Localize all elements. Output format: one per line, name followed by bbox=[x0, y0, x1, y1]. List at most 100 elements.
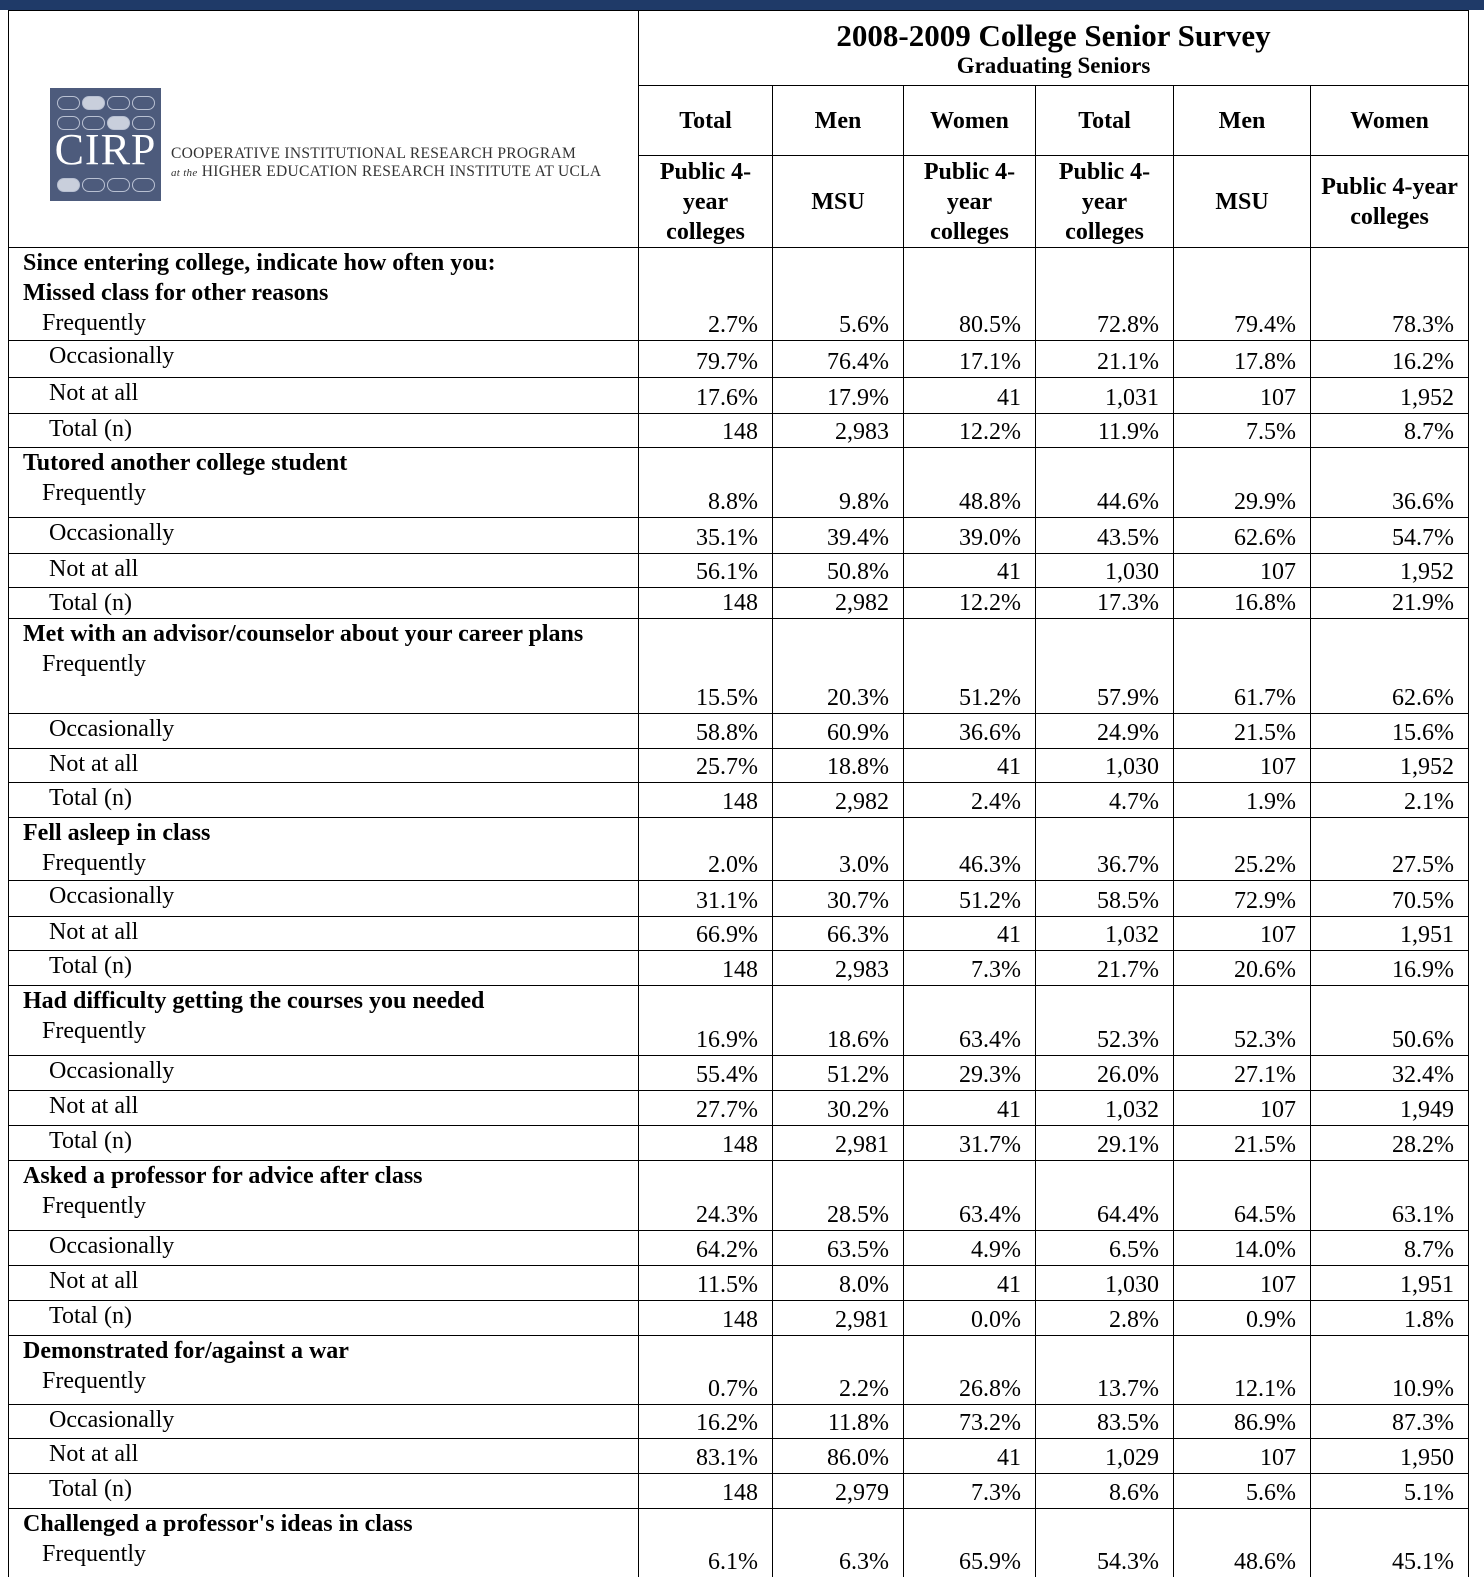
comparison-header: MSU bbox=[1173, 155, 1311, 248]
row-label-cell: Not at all bbox=[8, 1265, 639, 1301]
data-row: Since entering college, indicate how oft… bbox=[8, 247, 1470, 341]
value-cell: 1,032 bbox=[1035, 1090, 1174, 1126]
row-label-cell: Occasionally bbox=[8, 1230, 639, 1266]
row-label: Frequently bbox=[42, 651, 146, 677]
row-label: Not at all bbox=[49, 556, 139, 582]
value-cell: 107 bbox=[1173, 916, 1311, 951]
row-label-cell: Occasionally bbox=[8, 880, 639, 917]
value-cell: 29.1% bbox=[1035, 1125, 1174, 1161]
row-label: Total (n) bbox=[49, 785, 132, 811]
value-cell: 64.2% bbox=[638, 1230, 773, 1266]
value-cell: 2.2% bbox=[772, 1335, 904, 1405]
row-label-cell: Fell asleep in class Frequently bbox=[8, 817, 639, 881]
row-label: Total (n) bbox=[49, 1303, 132, 1329]
logo-prefix: at the bbox=[171, 167, 198, 179]
row-label: Occasionally bbox=[49, 1233, 175, 1259]
data-row: Occasionally 35.1% 39.4% 39.0% 43.5% 62.6% 54.… bbox=[8, 517, 1470, 554]
value-cell: 73.2% bbox=[903, 1404, 1036, 1439]
value-cell: 63.4% bbox=[903, 985, 1036, 1056]
value-cell: 6.1% bbox=[638, 1508, 773, 1577]
data-row: Demonstrated for/against a war Frequently… bbox=[8, 1335, 1470, 1405]
value-cell: 17.8% bbox=[1173, 340, 1311, 378]
logo-line: at the HIGHER EDUCATION RESEARCH INSTITU… bbox=[171, 157, 601, 188]
row-label-cell: Total (n) bbox=[8, 413, 639, 448]
value-cell: 4.9% bbox=[903, 1230, 1036, 1266]
value-cell: 21.1% bbox=[1035, 340, 1174, 378]
value-cell: 51.2% bbox=[903, 618, 1036, 714]
value-cell: 26.0% bbox=[1035, 1055, 1174, 1091]
value-cell: 107 bbox=[1173, 553, 1311, 588]
value-cell: 148 bbox=[638, 1473, 773, 1509]
value-cell: 58.8% bbox=[638, 713, 773, 749]
value-cell: 79.4% bbox=[1173, 247, 1311, 341]
value-cell: 21.5% bbox=[1173, 1125, 1311, 1161]
row-label-cell: Since entering college, indicate how oft… bbox=[8, 247, 639, 341]
value-cell: 2,979 bbox=[772, 1473, 904, 1509]
value-cell: 17.9% bbox=[772, 377, 904, 414]
value-cell: 1,030 bbox=[1035, 1265, 1174, 1301]
comparison-header: MSU bbox=[772, 155, 904, 248]
value-cell: 72.9% bbox=[1173, 880, 1311, 917]
row-label-cell: Total (n) bbox=[8, 587, 639, 619]
value-cell: 0.7% bbox=[638, 1335, 773, 1405]
value-cell: 1,952 bbox=[1309, 748, 1470, 783]
value-cell: 48.8% bbox=[903, 447, 1036, 518]
row-label: Total (n) bbox=[49, 590, 132, 616]
title-cell: 2008-2009 College Senior Survey Graduati… bbox=[637, 10, 1470, 86]
value-cell: 32.4% bbox=[1309, 1055, 1470, 1091]
group-header: Total bbox=[1035, 85, 1174, 156]
value-cell: 61.7% bbox=[1173, 618, 1311, 714]
comparison-header: Public 4- year colleges bbox=[1035, 155, 1174, 248]
value-cell: 1,951 bbox=[1309, 1265, 1470, 1301]
value-cell: 64.5% bbox=[1173, 1160, 1311, 1231]
value-cell: 20.6% bbox=[1173, 950, 1311, 986]
row-label-cell: Not at all bbox=[8, 377, 639, 414]
value-cell: 55.4% bbox=[638, 1055, 773, 1091]
value-cell: 83.1% bbox=[638, 1438, 773, 1474]
value-cell: 2,981 bbox=[772, 1125, 904, 1161]
row-label: Frequently bbox=[42, 310, 146, 336]
row-label: Frequently bbox=[42, 850, 146, 876]
value-cell: 39.0% bbox=[903, 517, 1036, 554]
row-label: Frequently bbox=[42, 1541, 146, 1567]
data-row: Challenged a professor's ideas in class F… bbox=[8, 1508, 1470, 1577]
section-title: Demonstrated for/against a war bbox=[23, 1338, 349, 1364]
value-cell: 21.9% bbox=[1309, 587, 1470, 619]
row-label-cell: Total (n) bbox=[8, 782, 639, 818]
value-cell: 17.6% bbox=[638, 377, 773, 414]
row-label-cell: Total (n) bbox=[8, 1300, 639, 1336]
row-label-cell: Occasionally bbox=[8, 1055, 639, 1091]
logo-cell: CIRP COOPERATIVE INSTITUTIONAL RESEARCH … bbox=[8, 10, 639, 248]
value-cell: 25.2% bbox=[1173, 817, 1311, 881]
row-label-cell: Occasionally bbox=[8, 713, 639, 749]
value-cell: 48.6% bbox=[1173, 1508, 1311, 1577]
data-row: Total (n) 148 2,979 7.3% 8.6% 5.6% 5.1% bbox=[8, 1473, 1470, 1509]
data-row: Not at all 17.6% 17.9% 41 1,031 107 1,952 bbox=[8, 377, 1470, 414]
data-row: Had difficulty getting the courses you n… bbox=[8, 985, 1470, 1056]
value-cell: 1,029 bbox=[1035, 1438, 1174, 1474]
group-header: Women bbox=[1309, 85, 1470, 156]
value-cell: 52.3% bbox=[1035, 985, 1174, 1056]
value-cell: 17.1% bbox=[903, 340, 1036, 378]
data-row: Occasionally 16.2% 11.8% 73.2% 83.5% 86.9% 87.… bbox=[8, 1404, 1470, 1439]
logo-dot bbox=[57, 96, 80, 110]
value-cell: 29.3% bbox=[903, 1055, 1036, 1091]
value-cell: 2.0% bbox=[638, 817, 773, 881]
comparison-header: Public 4-year colleges bbox=[638, 155, 773, 248]
value-cell: 50.6% bbox=[1309, 985, 1470, 1056]
data-row: Not at all 11.5% 8.0% 41 1,030 107 1,951 bbox=[8, 1265, 1470, 1301]
value-cell: 13.7% bbox=[1035, 1335, 1174, 1405]
logo: CIRP COOPERATIVE INSTITUTIONAL RESEARCH … bbox=[10, 15, 638, 243]
value-cell: 51.2% bbox=[903, 880, 1036, 917]
value-cell: 21.7% bbox=[1035, 950, 1174, 986]
value-cell: 52.3% bbox=[1173, 985, 1311, 1056]
logo-dot bbox=[82, 116, 105, 130]
logo-line-text: HIGHER EDUCATION RESEARCH INSTITUTE AT U… bbox=[201, 163, 602, 180]
logo-dot bbox=[132, 96, 155, 110]
row-label-cell: Occasionally bbox=[8, 1404, 639, 1439]
value-cell: 62.6% bbox=[1309, 618, 1470, 714]
row-label-cell: Not at all bbox=[8, 1438, 639, 1474]
logo-dot bbox=[57, 116, 80, 130]
data-row: Total (n) 148 2,981 31.7% 29.1% 21.5% 28.2% bbox=[8, 1125, 1470, 1161]
value-cell: 62.6% bbox=[1173, 517, 1311, 554]
